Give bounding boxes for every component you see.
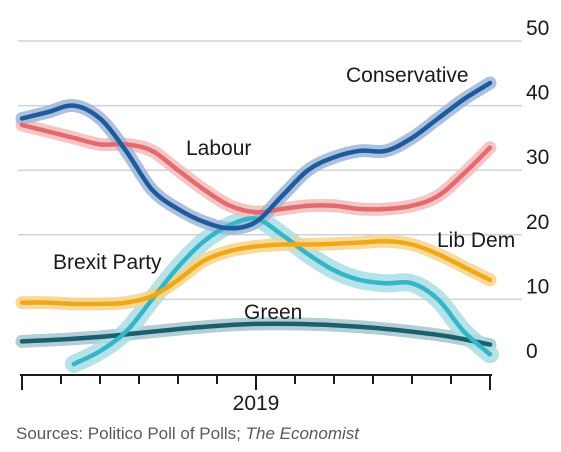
- series-lines: [19, 80, 493, 367]
- line-chart: 2019 0 10 20 30 40 50 Conservative Labour Lib D…: [15, 17, 549, 415]
- line-green: [19, 321, 493, 347]
- y-tick-label-0: 0: [526, 340, 538, 363]
- y-tick-label-10: 10: [526, 275, 549, 298]
- line-conservative: [19, 80, 493, 231]
- line-brexit-party: [71, 216, 493, 367]
- y-tick-labels: 0 10 20 30 40 50: [526, 17, 549, 363]
- y-tick-label-50: 50: [526, 17, 549, 40]
- source-italic: The Economist: [245, 424, 359, 443]
- x-axis: 2019: [20, 374, 492, 415]
- source-note: Sources: Politico Poll of Polls; The Eco…: [16, 424, 359, 444]
- series-label-brexit-party: Brexit Party: [53, 251, 162, 274]
- series-label-green: Green: [244, 301, 302, 324]
- line-lib-dem: [19, 238, 493, 307]
- series-label-labour: Labour: [186, 137, 251, 160]
- series-label-conservative: Conservative: [346, 64, 469, 87]
- line-labour: [19, 122, 493, 215]
- y-tick-label-30: 30: [526, 146, 549, 169]
- series-labels: Conservative Labour Lib Dem Brexit Party Gre…: [53, 64, 515, 324]
- y-tick-label-40: 40: [526, 82, 549, 105]
- series-label-lib-dem: Lib Dem: [437, 229, 515, 252]
- source-prefix: Sources: Politico Poll of Polls;: [16, 424, 246, 443]
- y-tick-label-20: 20: [526, 211, 549, 234]
- x-tick-label-2019: 2019: [233, 392, 280, 415]
